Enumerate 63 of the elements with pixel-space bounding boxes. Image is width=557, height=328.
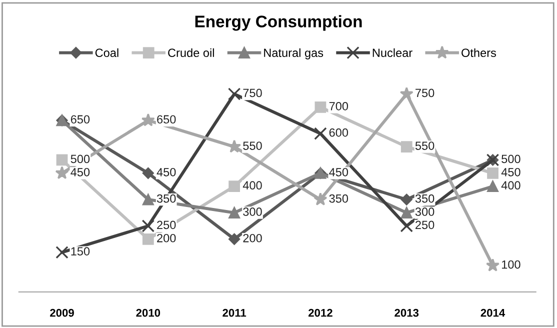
point — [314, 101, 326, 113]
data-label: 450 — [329, 168, 348, 176]
data-label: 750 — [243, 88, 262, 98]
point — [228, 140, 242, 153]
data-label: 750 — [416, 88, 434, 98]
point — [314, 127, 327, 140]
chart-title: Energy Consumption — [195, 15, 362, 31]
x-tick-label: 2014 — [480, 308, 506, 317]
data-label: 550 — [415, 142, 434, 150]
point — [400, 194, 412, 206]
data-label: 650 — [70, 115, 90, 124]
legend-label: Natural gas — [264, 48, 324, 60]
x-tick-label: 2011 — [222, 308, 246, 317]
x-tick-label: 2010 — [136, 308, 160, 317]
x-tick-label: 2012 — [308, 308, 332, 317]
point — [487, 180, 498, 192]
point — [400, 207, 412, 218]
data-label: 300 — [243, 208, 262, 216]
data-label: 650 — [157, 115, 176, 124]
point — [228, 180, 240, 192]
point — [486, 258, 500, 272]
data-label: 250 — [416, 220, 434, 230]
data-label: 450 — [156, 168, 176, 176]
data-label: 500 — [70, 154, 90, 164]
point — [56, 154, 68, 166]
data-label: 300 — [415, 208, 434, 216]
data-label: 250 — [157, 220, 176, 230]
data-label: 700 — [329, 102, 348, 110]
legend-label: Nuclear — [372, 48, 412, 58]
point — [141, 113, 155, 126]
data-label: 500 — [502, 154, 520, 164]
point — [487, 167, 498, 179]
point — [55, 166, 69, 180]
data-label: 200 — [157, 234, 176, 242]
x-tick-label: 2013 — [394, 308, 419, 317]
data-label: 400 — [501, 181, 520, 190]
point — [142, 233, 154, 245]
point — [228, 88, 241, 100]
legend-label: Coal — [95, 48, 118, 58]
x-tick-label: 2009 — [50, 308, 74, 317]
data-label: 450 — [501, 168, 520, 176]
point — [400, 86, 414, 100]
point — [56, 246, 68, 259]
point — [314, 192, 328, 206]
data-label: 400 — [242, 181, 262, 190]
data-label: 450 — [70, 168, 90, 176]
point — [400, 220, 413, 232]
data-label: 200 — [243, 234, 262, 242]
point — [142, 220, 155, 232]
point — [228, 207, 240, 218]
legend-label: Others — [462, 48, 496, 58]
point — [400, 141, 412, 152]
point — [228, 233, 240, 245]
point — [142, 194, 154, 206]
data-label: 550 — [243, 142, 262, 150]
data-label: 150 — [71, 247, 90, 256]
data-label: 100 — [502, 260, 520, 269]
data-label: 350 — [329, 194, 348, 203]
point — [142, 167, 154, 179]
data-label: 350 — [415, 194, 434, 203]
legend-label: Crude oil — [168, 48, 214, 58]
data-label: 600 — [329, 128, 348, 137]
data-label: 350 — [156, 194, 176, 203]
